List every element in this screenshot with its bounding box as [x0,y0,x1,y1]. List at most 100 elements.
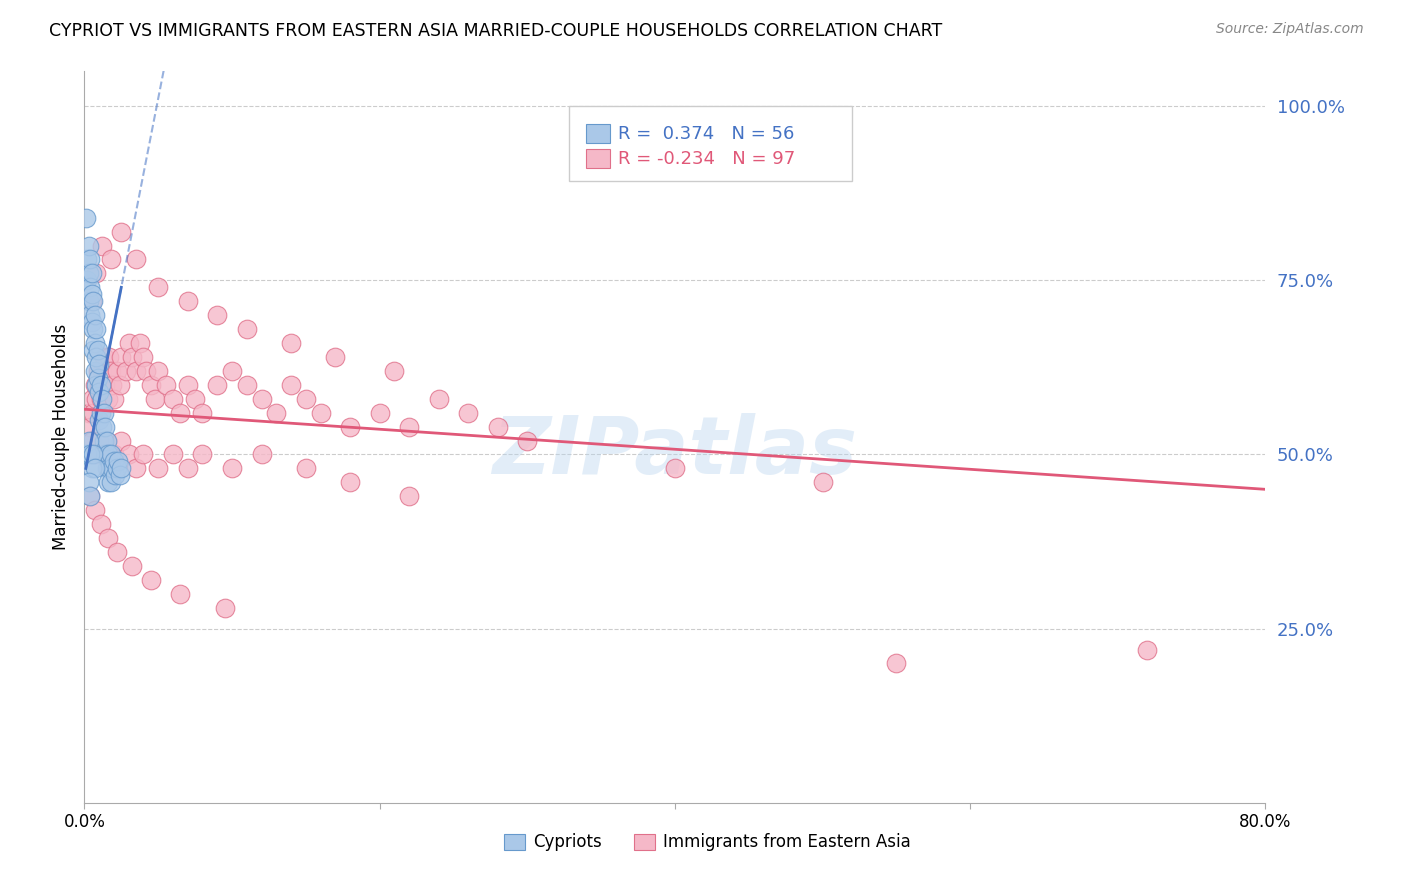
Point [207,308,229,322]
Point [169,406,191,420]
Point [90,406,112,420]
Point [84,266,107,280]
Point [79,308,101,322]
Point [108,468,131,483]
Point [114,364,136,378]
Point [77,475,100,490]
Point [811,475,834,490]
Point [221,461,243,475]
Point [77,294,100,309]
Y-axis label: Married-couple Households: Married-couple Households [52,324,70,550]
Text: CYPRIOT VS IMMIGRANTS FROM EASTERN ASIA MARRIED-COUPLE HOUSEHOLDS CORRELATION CH: CYPRIOT VS IMMIGRANTS FROM EASTERN ASIA … [49,22,942,40]
Point [100,252,122,267]
Point [457,406,479,420]
Text: Immigrants from Eastern Asia: Immigrants from Eastern Asia [664,833,911,851]
Point [93,406,115,420]
Point [339,475,361,490]
Point [83,377,105,392]
Point [84,350,107,364]
Point [280,336,302,351]
Point [98,350,121,364]
Point [250,392,273,406]
Point [91,392,114,406]
Point [100,448,122,462]
Point [207,377,229,392]
Point [107,454,129,468]
Point [129,336,152,351]
Point [84,448,107,462]
Point [486,419,509,434]
Point [98,461,121,475]
Point [83,308,105,322]
Point [266,406,288,420]
Text: Cypriots: Cypriots [533,833,602,851]
Point [83,503,105,517]
Point [91,448,114,462]
Point [103,448,125,462]
Point [80,287,103,301]
Point [77,434,100,448]
Point [105,545,128,559]
Point [148,364,170,378]
Point [83,461,105,475]
Point [97,392,120,406]
Point [80,294,103,309]
Point [77,238,100,252]
Point [110,434,132,448]
Point [84,392,107,406]
Point [368,406,391,420]
Point [91,364,114,378]
Point [162,448,184,462]
Point [309,406,332,420]
Point [79,489,101,503]
Point [82,322,104,336]
Point [125,461,148,475]
Point [79,419,101,434]
Point [118,448,141,462]
FancyBboxPatch shape [568,106,852,181]
Text: ZIPatlas: ZIPatlas [492,413,858,491]
Point [90,517,112,532]
Point [121,350,143,364]
Point [398,489,420,503]
Text: Source: ZipAtlas.com: Source: ZipAtlas.com [1216,22,1364,37]
Point [184,392,207,406]
Bar [586,149,610,168]
Point [86,364,108,378]
Point [87,377,111,392]
Point [886,657,908,671]
Point [76,273,98,287]
Point [93,434,115,448]
Point [427,392,450,406]
Point [236,377,259,392]
Point [94,448,117,462]
Point [77,266,100,280]
Point [96,461,118,475]
Point [177,294,200,309]
Point [79,252,101,267]
Point [97,531,120,545]
Point [97,448,120,462]
Point [79,280,101,294]
Point [339,419,361,434]
Point [1136,642,1159,657]
Point [125,252,148,267]
Bar [586,124,610,144]
Point [77,406,100,420]
Point [382,364,406,378]
Point [84,322,107,336]
Point [96,434,118,448]
Point [86,371,108,385]
Point [79,489,101,503]
Point [110,461,132,475]
Point [82,406,104,420]
Point [132,350,155,364]
Point [191,448,214,462]
Point [100,364,122,378]
Point [135,364,157,378]
Point [76,448,98,462]
Point [80,392,103,406]
Point [83,364,105,378]
Point [148,280,170,294]
Point [80,461,103,475]
